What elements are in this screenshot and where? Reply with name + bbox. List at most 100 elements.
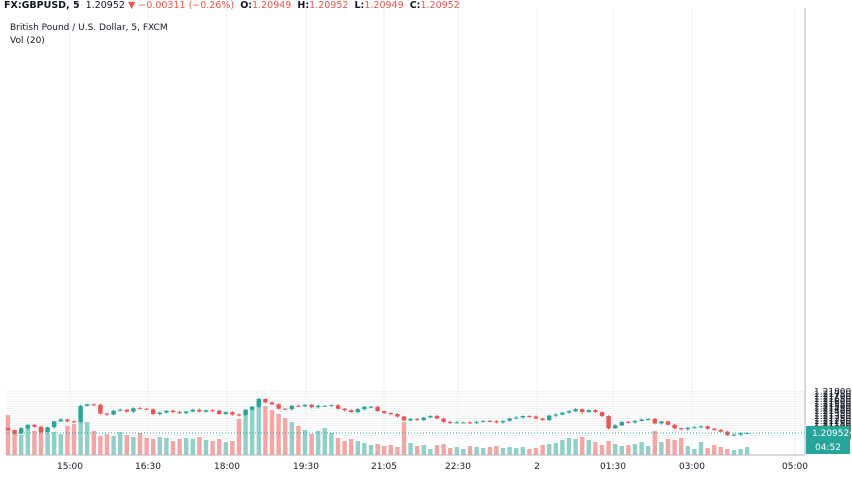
candle-body — [593, 410, 598, 413]
candle-body — [296, 405, 301, 407]
candle-body — [448, 421, 453, 423]
volume-bar — [19, 435, 24, 455]
volume-bar — [335, 438, 341, 455]
candle-body — [170, 410, 176, 413]
volume-bar — [527, 449, 532, 455]
volume-bar — [217, 439, 222, 455]
candle-body — [91, 404, 96, 406]
volume-bar — [362, 443, 367, 455]
volume-label: Vol (20) — [10, 36, 45, 46]
volume-bar — [652, 431, 657, 455]
candle-body — [32, 424, 37, 427]
volume-bar — [461, 449, 466, 455]
price-change: −0.00311 (−0.26%) — [138, 0, 235, 11]
candle-body — [461, 422, 466, 424]
volume-bar — [382, 446, 387, 455]
candle-body — [58, 419, 63, 422]
x-tick-label: 05:00 — [782, 462, 808, 472]
volume-bar — [190, 439, 195, 455]
candle-body — [197, 409, 202, 412]
candle-body — [454, 422, 459, 424]
candle-body — [302, 404, 308, 407]
candle-body — [269, 402, 275, 405]
volume-bar — [65, 426, 70, 455]
volume-bar — [296, 426, 301, 455]
low-label: L: — [354, 0, 365, 11]
volume-bar — [243, 414, 248, 455]
candle-body — [613, 425, 618, 429]
open-value: 1.20949 — [252, 0, 292, 11]
candle-body — [342, 408, 347, 411]
candle-body — [382, 411, 387, 414]
volume-bar — [712, 445, 717, 455]
candle-body — [45, 427, 50, 433]
candle-body — [599, 412, 605, 417]
y-tick-label: 1.21750 — [814, 390, 851, 400]
candle-body — [467, 422, 473, 424]
y-tick-label: 1.21800 — [814, 388, 851, 398]
candle-body — [500, 420, 506, 423]
volume-bar — [619, 446, 624, 455]
volume-bar — [269, 410, 275, 455]
volume-bar — [448, 448, 453, 455]
volume-bar — [395, 447, 400, 455]
chart-subtitle: British Pound / U.S. Dollar, 5, FXCM — [10, 23, 168, 33]
candle-body — [639, 419, 644, 421]
volume-bar — [606, 441, 611, 455]
volume-bar — [118, 432, 123, 455]
volume-bar — [236, 419, 242, 455]
candle-body — [104, 413, 110, 415]
candle-body — [19, 428, 24, 434]
y-tick-label: 1.21200 — [814, 417, 851, 427]
volume-bar — [164, 438, 169, 455]
volume-bar — [566, 438, 572, 455]
volume-bar — [705, 448, 710, 455]
volume-bar — [560, 440, 565, 455]
volume-bar — [263, 406, 268, 455]
candle-body — [487, 420, 492, 422]
low-value: 1.20949 — [364, 0, 404, 11]
volume-bar — [718, 447, 723, 455]
x-tick-label: 03:00 — [679, 462, 705, 472]
candle-body — [388, 413, 393, 415]
x-tick-label: 22:30 — [445, 462, 471, 472]
volume-bar — [632, 444, 638, 455]
candle-body — [580, 409, 585, 413]
volume-bar — [111, 436, 116, 455]
candle-body — [573, 409, 578, 412]
volume-bar — [731, 450, 737, 455]
volume-bar — [104, 434, 110, 455]
candle-body — [520, 416, 525, 418]
volume-bar — [5, 415, 11, 455]
x-tick-label: 16:30 — [135, 462, 161, 472]
y-tick-label: 1.21350 — [814, 410, 851, 420]
candle-body — [540, 418, 545, 420]
y-tick-label: 1.21700 — [814, 393, 851, 403]
candle-body — [395, 414, 400, 417]
candle-body — [52, 421, 57, 428]
candle-body — [434, 416, 440, 419]
close-value: 1.20952 — [420, 0, 460, 11]
volume-bar — [685, 446, 690, 455]
volume-bar — [500, 448, 506, 455]
volume-bar — [230, 441, 235, 455]
volume-bar — [415, 446, 420, 455]
volume-bar — [428, 449, 433, 455]
volume-bar — [547, 444, 552, 455]
candle-body — [738, 433, 743, 435]
volume-bar — [421, 445, 426, 455]
volume-bar — [646, 446, 651, 455]
candle-body — [586, 410, 591, 413]
volume-bar — [197, 437, 202, 455]
volume-bar — [514, 448, 519, 455]
volume-bar — [659, 442, 664, 455]
volume-bar — [223, 442, 228, 455]
volume-bar — [203, 440, 209, 455]
candle-body — [421, 417, 426, 420]
candle-body — [289, 405, 294, 410]
volume-bar — [250, 409, 255, 455]
volume-bar — [613, 444, 618, 455]
volume-bar — [553, 443, 558, 455]
y-tick-label: 1.21150 — [814, 419, 851, 429]
